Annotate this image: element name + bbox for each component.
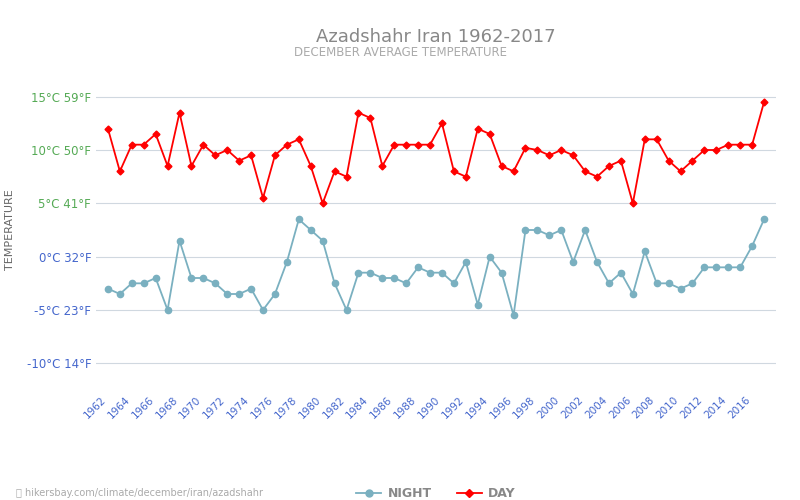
NIGHT <box>557 227 566 233</box>
NIGHT <box>628 291 638 297</box>
Line: NIGHT: NIGHT <box>105 216 767 318</box>
NIGHT <box>759 216 769 222</box>
DAY <box>616 158 626 164</box>
NIGHT <box>115 291 125 297</box>
Line: DAY: DAY <box>106 100 766 206</box>
DAY <box>521 145 530 151</box>
DAY <box>759 99 769 105</box>
Text: 📍 hikersbay.com/climate/december/iran/azadshahr: 📍 hikersbay.com/climate/december/iran/az… <box>16 488 263 498</box>
NIGHT <box>354 270 363 276</box>
DAY <box>318 200 327 206</box>
DAY <box>354 110 363 116</box>
DAY <box>485 131 494 137</box>
Text: DECEMBER AVERAGE TEMPERATURE: DECEMBER AVERAGE TEMPERATURE <box>294 46 506 59</box>
NIGHT <box>533 227 542 233</box>
NIGHT <box>485 254 494 260</box>
NIGHT <box>103 286 113 292</box>
Legend: NIGHT, DAY: NIGHT, DAY <box>351 482 521 500</box>
DAY <box>545 152 554 158</box>
NIGHT <box>294 216 304 222</box>
Title: Azadshahr Iran 1962-2017: Azadshahr Iran 1962-2017 <box>316 28 556 46</box>
Y-axis label: TEMPERATURE: TEMPERATURE <box>6 190 15 270</box>
DAY <box>115 168 125 174</box>
DAY <box>103 126 113 132</box>
NIGHT <box>509 312 518 318</box>
